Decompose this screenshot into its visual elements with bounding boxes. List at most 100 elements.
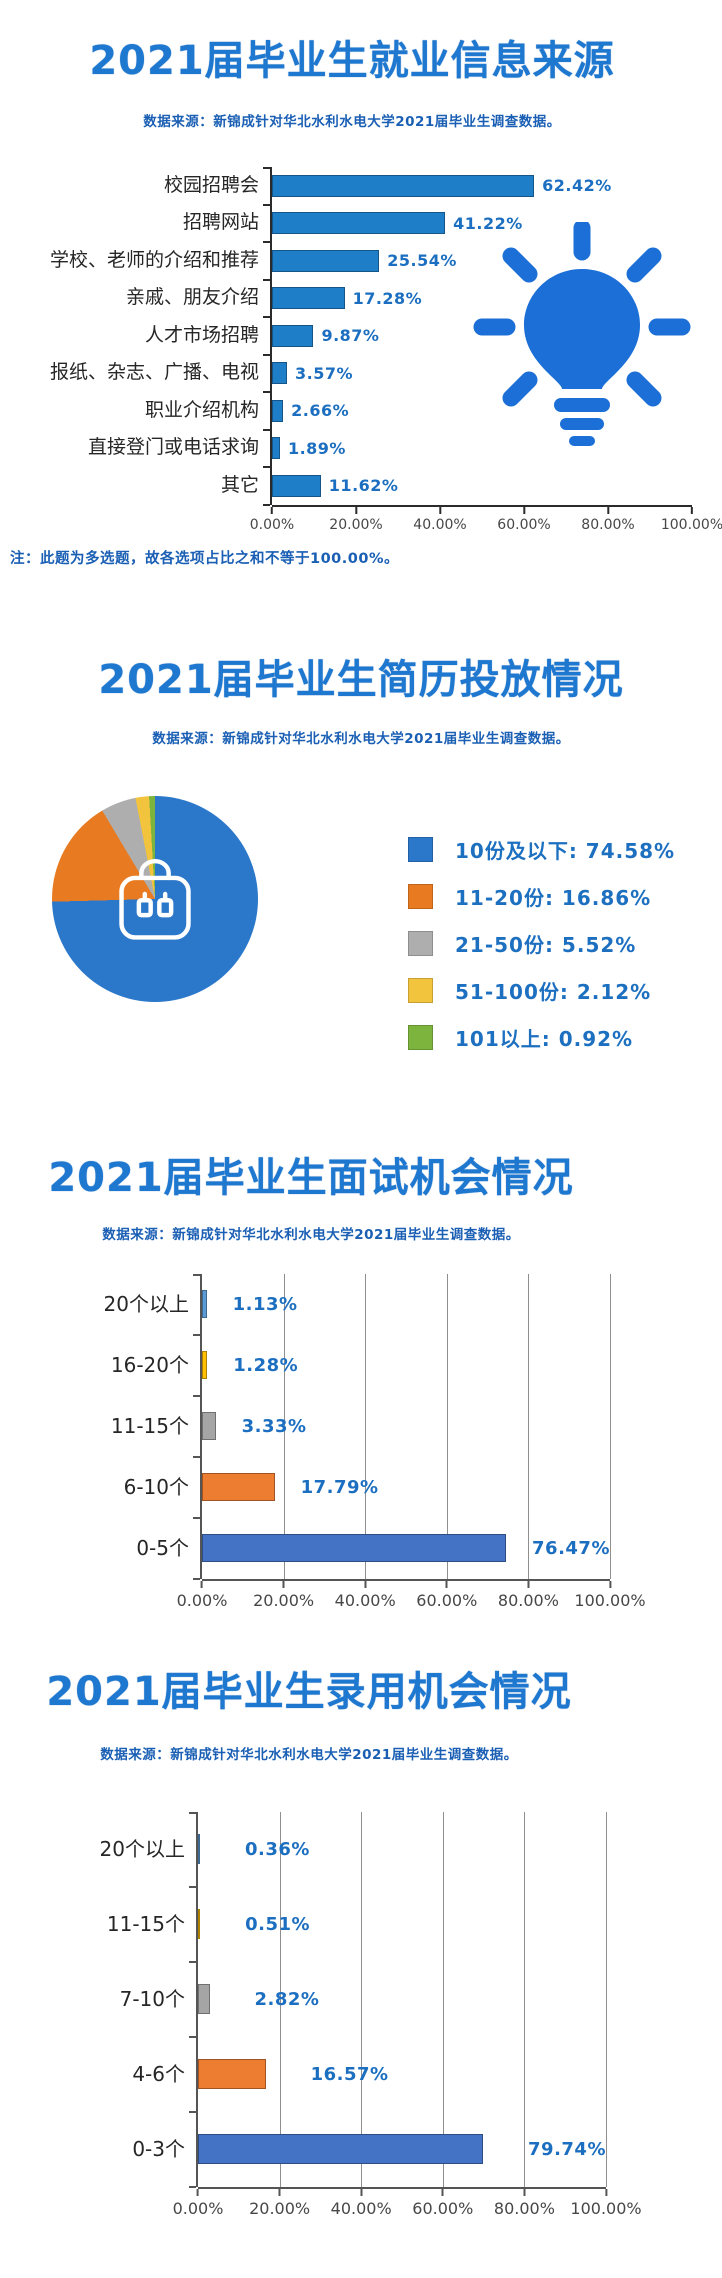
axis-tick-label: 100.00% <box>660 516 722 533</box>
bar <box>202 1473 275 1501</box>
tick-mark <box>606 506 609 514</box>
tick-mark <box>438 506 441 514</box>
category-label: 6-10个 <box>123 1474 189 1499</box>
bar-chart-offer-opportunities: 20个以上 0.36% 11-15个 0.51% 7-10个 2.82% 4-6个 16.57… <box>12 1811 642 2232</box>
legend-swatch <box>408 977 433 1003</box>
section4-data-source: 数据来源：新锦成针对华北水利水电大学2021届毕业生调查数据。 <box>100 1746 518 1763</box>
value-label: 79.74% <box>528 2138 606 2160</box>
category-label: 招聘网站 <box>182 211 259 234</box>
bar <box>272 474 321 497</box>
category-label: 7-10个 <box>119 1986 185 2011</box>
bar-row: 学校、老师的介绍和推荐 25.54% <box>12 242 692 280</box>
pie-legend: 10份及以下: 74.58% 11-20份: 16.86% 21-50份: 5.52… <box>408 826 675 1061</box>
tick-mark <box>282 1580 285 1588</box>
gridline <box>279 1811 281 2187</box>
category-label: 职业介绍机构 <box>144 398 259 421</box>
x-axis: 0.00% 20.00% 40.00% 60.00% 80.00% 100.00% <box>173 2186 642 2232</box>
bar <box>272 324 314 347</box>
section-offer-opportunities: 2021届毕业生录用机会情况 数据来源：新锦成针对华北水利水电大学2021届毕业… <box>0 1619 722 2232</box>
pie-chart-area: 10份及以下: 74.58% 11-20份: 16.86% 21-50份: 5.52… <box>52 795 722 1061</box>
section2-title: 2021届毕业生简历投放情况 <box>98 656 624 703</box>
bar-track: 41.22% <box>263 204 692 243</box>
section1-title: 2021届毕业生就业信息来源 <box>89 38 615 84</box>
value-label: 17.28% <box>352 288 423 308</box>
category-label: 校园招聘会 <box>163 173 259 196</box>
axis-tick: 80.00% <box>498 1580 559 1610</box>
bar-row: 4-6个 16.57% <box>12 2036 606 2113</box>
bar-track: 62.42% <box>263 167 692 205</box>
value-label: 41.22% <box>453 213 523 233</box>
section-interview-opportunities: 2021届毕业生面试机会情况 数据来源：新锦成针对华北水利水电大学2021届毕业… <box>0 1061 722 1619</box>
multi-select-note: 注：此题为多选题，故各选项占比之和不等于100.00%。 <box>10 550 399 567</box>
legend-label: 10份及以下: 74.58% <box>455 838 676 863</box>
gridline <box>446 1273 448 1579</box>
value-label: 2.82% <box>254 1988 320 2010</box>
bar-row: 职业介绍机构 2.66% <box>12 392 692 430</box>
bar-row: 其它 11.62% <box>12 467 692 505</box>
bar-row: 校园招聘会 62.42% <box>12 167 692 205</box>
value-label: 76.47% <box>532 1537 610 1559</box>
axis-tick-label: 60.00% <box>412 2198 474 2218</box>
gridlines <box>202 1273 611 1579</box>
legend-label: 11-20份: 16.86% <box>455 885 652 910</box>
axis-tick-label: 40.00% <box>334 1590 396 1610</box>
category-label: 4-6个 <box>132 2061 185 2086</box>
bar-track: 1.89% <box>263 429 692 468</box>
tick-mark <box>690 506 693 514</box>
bar <box>198 1834 200 1864</box>
legend-item: 11-20份: 16.86% <box>408 873 675 920</box>
value-label: 0.36% <box>245 1838 310 1860</box>
bar-track: 0.51% <box>189 1886 606 1963</box>
bar <box>198 1984 210 2014</box>
value-label: 1.28% <box>233 1354 299 1376</box>
bar-row: 报纸、杂志、广播、电视 3.57% <box>12 354 692 393</box>
axis-tick-label: 80.00% <box>581 516 635 533</box>
gridlines <box>198 1811 607 2187</box>
axis-tick-label: 20.00% <box>329 516 383 533</box>
chart-rows: 校园招聘会 62.42% 招聘网站 41.22% 学校、老师的介绍和推荐 25.54% 亲戚… <box>12 167 692 505</box>
gridline <box>283 1273 285 1579</box>
bar <box>202 1534 507 1562</box>
bar-track: 2.82% <box>189 1961 606 2038</box>
legend-item: 101以上: 0.92% <box>408 1014 675 1061</box>
value-label: 2.66% <box>291 401 350 421</box>
bar-row: 20个以上 0.36% <box>12 1811 606 1888</box>
bar-row: 招聘网站 41.22% <box>12 204 692 243</box>
bar-row: 直接登门或电话求询 1.89% <box>12 429 692 468</box>
section4-title: 2021届毕业生录用机会情况 <box>46 1668 572 1715</box>
axis-tick: 100.00% <box>574 1580 646 1610</box>
bar-row: 6-10个 17.79% <box>12 1456 610 1519</box>
bar <box>272 437 280 460</box>
bar <box>272 287 345 310</box>
value-label: 11.62% <box>328 476 399 496</box>
bar <box>272 399 284 422</box>
bar <box>272 362 287 385</box>
category-label: 11-15个 <box>106 1911 185 1936</box>
axis-tick: 40.00% <box>334 1580 396 1610</box>
category-label: 16-20个 <box>110 1352 189 1377</box>
category-label: 20个以上 <box>103 1291 189 1316</box>
tick-mark <box>360 2188 363 2196</box>
legend-label: 21-50份: 5.52% <box>455 932 637 957</box>
category-label: 其它 <box>220 473 259 496</box>
bar <box>272 174 535 197</box>
bar-row: 亲戚、朋友介绍 17.28% <box>12 279 692 318</box>
value-label: 1.13% <box>232 1293 298 1315</box>
axis-tick-label: 20.00% <box>249 2198 311 2218</box>
category-label: 学校、老师的介绍和推荐 <box>49 248 259 271</box>
axis-tick-label: 40.00% <box>330 2198 392 2218</box>
bar-track: 17.28% <box>263 279 692 318</box>
bar-row: 11-15个 0.51% <box>12 1886 606 1963</box>
tick-mark <box>441 2188 444 2196</box>
tick-mark <box>278 2188 281 2196</box>
bar-row: 7-10个 2.82% <box>12 1961 606 2038</box>
tick-mark <box>196 2188 199 2196</box>
bar-track: 3.33% <box>193 1395 610 1458</box>
bar-track: 1.13% <box>193 1273 610 1336</box>
axis-tick: 60.00% <box>416 1580 477 1610</box>
bar <box>198 1909 201 1939</box>
category-label: 人才市场招聘 <box>144 323 259 346</box>
tick-mark <box>354 506 357 514</box>
bar-track: 9.87% <box>263 317 692 355</box>
bar <box>272 249 380 272</box>
